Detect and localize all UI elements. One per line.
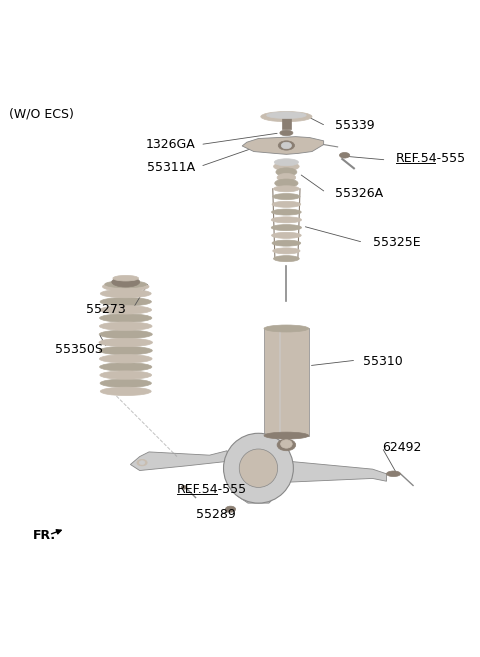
- Ellipse shape: [181, 486, 187, 489]
- Text: FR.: FR.: [33, 530, 56, 542]
- Text: (W/O ECS): (W/O ECS): [9, 107, 74, 120]
- Ellipse shape: [105, 281, 147, 288]
- Ellipse shape: [271, 225, 301, 231]
- Circle shape: [224, 433, 293, 503]
- Ellipse shape: [275, 179, 298, 187]
- Ellipse shape: [281, 142, 291, 148]
- Ellipse shape: [100, 379, 151, 388]
- Ellipse shape: [99, 330, 152, 338]
- Text: 55326A: 55326A: [336, 187, 384, 200]
- Polygon shape: [242, 137, 324, 154]
- Ellipse shape: [264, 432, 309, 439]
- Ellipse shape: [100, 363, 152, 371]
- Ellipse shape: [99, 338, 153, 347]
- Ellipse shape: [99, 322, 152, 330]
- Ellipse shape: [100, 371, 152, 379]
- Text: 55311A: 55311A: [147, 162, 195, 174]
- Ellipse shape: [99, 355, 152, 363]
- Text: REF.54-555: REF.54-555: [177, 483, 247, 495]
- Ellipse shape: [139, 461, 145, 464]
- Ellipse shape: [100, 289, 151, 298]
- Ellipse shape: [274, 159, 299, 166]
- Ellipse shape: [264, 325, 309, 332]
- Ellipse shape: [112, 277, 140, 287]
- Ellipse shape: [272, 209, 301, 215]
- Ellipse shape: [278, 141, 295, 150]
- Ellipse shape: [276, 168, 297, 176]
- Ellipse shape: [277, 439, 296, 451]
- Ellipse shape: [281, 440, 292, 448]
- Ellipse shape: [100, 387, 151, 396]
- Ellipse shape: [272, 233, 301, 238]
- Text: 55325E: 55325E: [372, 236, 420, 249]
- Polygon shape: [288, 461, 386, 482]
- Ellipse shape: [273, 248, 300, 254]
- Ellipse shape: [274, 186, 299, 192]
- Ellipse shape: [386, 471, 400, 476]
- Ellipse shape: [100, 298, 151, 306]
- Ellipse shape: [272, 201, 300, 208]
- Text: 55350S: 55350S: [55, 343, 102, 356]
- Ellipse shape: [99, 346, 152, 355]
- Text: 55339: 55339: [336, 120, 375, 133]
- Polygon shape: [264, 328, 309, 436]
- FancyBboxPatch shape: [282, 118, 290, 129]
- Ellipse shape: [261, 112, 312, 122]
- Text: 55289: 55289: [195, 509, 235, 521]
- Ellipse shape: [274, 162, 299, 171]
- Ellipse shape: [226, 506, 236, 512]
- Ellipse shape: [113, 275, 139, 281]
- Ellipse shape: [266, 112, 306, 118]
- Ellipse shape: [277, 173, 296, 182]
- Ellipse shape: [102, 282, 149, 291]
- Text: REF.54-555: REF.54-555: [396, 152, 466, 165]
- Ellipse shape: [339, 152, 350, 158]
- Ellipse shape: [280, 130, 293, 136]
- Ellipse shape: [271, 217, 301, 223]
- Ellipse shape: [273, 194, 300, 200]
- Polygon shape: [131, 451, 229, 470]
- Polygon shape: [238, 482, 279, 503]
- Text: 62492: 62492: [382, 441, 421, 454]
- Ellipse shape: [137, 459, 147, 466]
- Ellipse shape: [274, 256, 299, 261]
- Ellipse shape: [100, 314, 152, 322]
- Text: 55273: 55273: [86, 304, 126, 317]
- Text: 55310: 55310: [363, 355, 403, 368]
- Circle shape: [239, 449, 277, 487]
- Ellipse shape: [272, 240, 300, 246]
- Ellipse shape: [100, 306, 152, 314]
- Text: 1326GA: 1326GA: [146, 138, 195, 151]
